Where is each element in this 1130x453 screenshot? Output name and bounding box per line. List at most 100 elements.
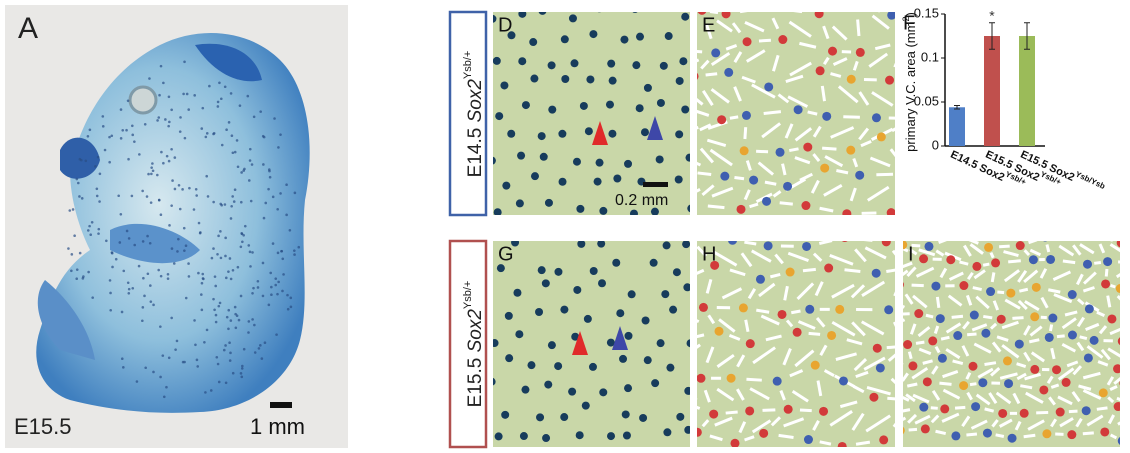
hair-placode [208,85,211,88]
hair-placode [248,320,251,323]
hair-placode [262,262,265,265]
placode [879,435,888,444]
cell-edge [645,222,647,228]
placode [596,159,604,167]
placode [619,355,627,363]
cell-edge [1127,271,1130,280]
placode [743,37,752,46]
placode [1039,385,1048,394]
placode [991,258,1000,267]
hair-placode [234,151,237,154]
hair-placode [244,225,247,228]
hair-placode [276,208,279,211]
cell-edge [863,220,870,228]
hair-placode [149,242,152,245]
embryo-eye [130,87,156,113]
hair-placode [250,200,253,203]
hair-placode [147,173,150,176]
placode [636,104,644,112]
cell-edge [929,213,935,215]
hair-placode [150,201,153,204]
placode [1052,209,1061,218]
hair-placode [221,144,224,147]
cell-edge [795,0,807,4]
placode [1099,388,1108,397]
hair-placode [168,356,171,359]
hair-placode [138,153,141,156]
hair-placode [240,295,243,298]
placode [644,84,652,92]
cell-edge [939,383,951,384]
hair-placode [159,325,162,328]
placode [981,329,990,338]
hair-placode [213,309,216,312]
hair-placode [88,225,91,228]
placode [740,146,749,155]
hair-placode [214,275,217,278]
placode [542,434,550,442]
cell-edge [886,270,896,272]
placode [1008,434,1017,443]
hair-placode [272,196,275,199]
hair-placode [234,313,237,316]
cell-edge [759,40,771,41]
cell-edge [1007,223,1014,234]
cell-edge [763,226,765,236]
hair-placode [81,197,84,200]
placode [1006,289,1015,298]
placode [607,432,615,440]
hair-placode [231,134,234,137]
hair-placode [289,297,292,300]
cell-edge [1060,221,1063,229]
placode [873,344,882,353]
hair-placode [258,347,261,350]
placode [616,309,624,317]
hair-placode [293,249,296,252]
hair-placode [131,134,134,137]
placode [742,111,751,120]
placode [936,206,945,215]
hair-placode [97,156,100,159]
cell-edge [897,0,902,2]
hair-placode [240,372,243,375]
placode [1056,408,1065,417]
placode [516,199,524,207]
hair-placode [181,188,184,191]
hair-placode [217,105,220,108]
hair-placode [87,135,90,138]
hair-placode [275,333,278,336]
hair-placode [101,115,104,118]
hair-placode [144,366,147,369]
placode [1068,331,1077,340]
hair-placode [197,272,200,275]
hair-placode [257,280,260,283]
placode [756,275,765,284]
panel-letter: D [498,14,512,36]
hair-placode [259,344,262,347]
placode [542,279,550,287]
placode [1062,378,1071,387]
cell-edge [730,117,738,118]
panel-letter: A [18,12,38,45]
placode [585,127,593,135]
placode [535,308,543,316]
hair-placode [224,237,227,240]
cell-edge [895,229,899,237]
hair-placode [202,277,205,280]
hair-placode [174,348,177,351]
cell-edge [1106,269,1107,276]
cell-edge [904,152,926,167]
placode [538,132,546,140]
stage-label: E15.5 [14,414,72,439]
hair-placode [121,357,124,360]
hair-placode [217,305,220,308]
hair-placode [71,253,74,256]
cell-edge [895,54,900,67]
hair-placode [97,228,100,231]
bar [984,36,1000,146]
placode [1114,402,1123,411]
cell-edge [1124,367,1130,368]
cell-edge [1008,214,1015,216]
placode [696,374,705,383]
hair-placode [156,174,159,177]
